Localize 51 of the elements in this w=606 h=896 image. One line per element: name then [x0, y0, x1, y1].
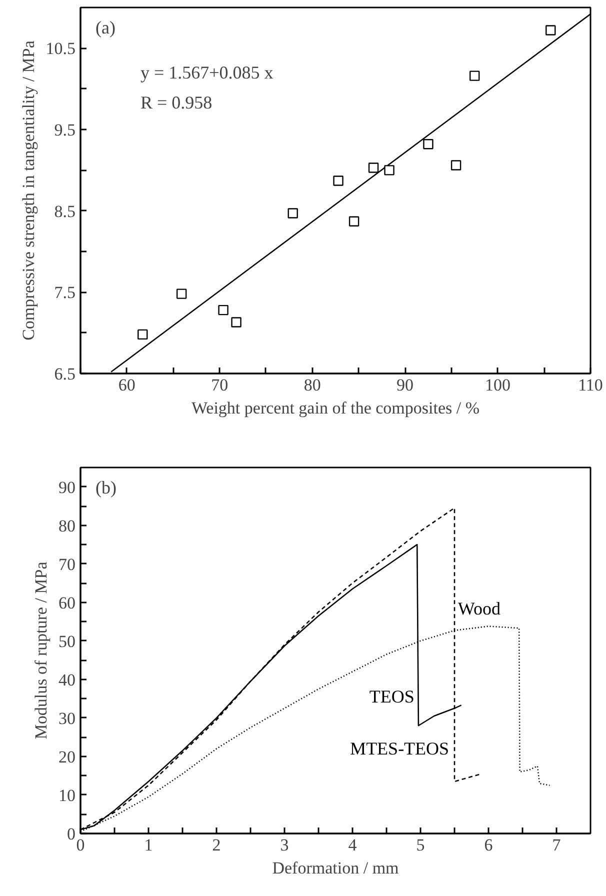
- point: [218, 304, 228, 316]
- point: [469, 70, 480, 81]
- y-tick-label: 40: [58, 670, 76, 690]
- y-tick-label: 80: [58, 516, 76, 536]
- point: [333, 176, 344, 186]
- x-axis-title: Weight percent gain of the composites / %: [191, 398, 480, 418]
- point: [231, 317, 242, 328]
- y-tick-label: 6.5: [54, 364, 76, 384]
- series-label: TEOS: [369, 686, 414, 706]
- y-tick-label: 60: [58, 593, 76, 612]
- x-tick-label: 6: [484, 836, 493, 854]
- x-tick-label: 70: [211, 376, 228, 394]
- y-axis-title: Modulus of rupture / MPa: [32, 561, 50, 740]
- x-tick-label: 4: [348, 836, 358, 854]
- point: [546, 25, 556, 36]
- y-tick-label: 50: [58, 632, 76, 651]
- annotation: (a): [96, 18, 116, 38]
- x-tick-label: 90: [396, 376, 414, 394]
- x-tick-label: 3: [280, 836, 289, 854]
- y-tick-label: 90: [58, 478, 76, 497]
- series-label: Wood: [458, 598, 500, 619]
- annotation: y = 1.567+0.085 x: [140, 62, 274, 82]
- y-tick-label: 7.5: [54, 283, 76, 302]
- y-tick-label: 30: [58, 708, 76, 728]
- x-tick-label: 100: [485, 376, 511, 394]
- y-tick-label: 20: [58, 747, 76, 766]
- point: [138, 329, 148, 340]
- y-tick-label: 9.5: [54, 120, 76, 140]
- point: [348, 216, 360, 227]
- point: [368, 162, 379, 173]
- point: [450, 160, 462, 170]
- annotation: R = 0.958: [140, 92, 212, 112]
- y-tick-label: 10: [58, 786, 76, 805]
- x-axis-title: Deformation / mm: [272, 858, 399, 878]
- y-axis-title: Compressive strength in tangentiality / MPa: [18, 40, 38, 340]
- x-tick-label: 5: [416, 836, 425, 854]
- y-tick-label: 10.5: [46, 39, 76, 58]
- y-tick-label: 8.5: [54, 202, 76, 221]
- series-label: MTES-TEOS: [350, 738, 450, 758]
- x-tick-label: 60: [118, 376, 136, 394]
- y-tick-label: 70: [58, 554, 76, 574]
- annotation: (b): [96, 478, 116, 498]
- point: [288, 208, 298, 218]
- x-tick-label: 110: [578, 376, 603, 394]
- point: [423, 139, 434, 150]
- point: [176, 288, 187, 299]
- x-tick-label: 7: [552, 836, 562, 854]
- x-tick-label: 2: [212, 836, 221, 854]
- x-tick-label: 80: [304, 376, 321, 394]
- point: [384, 165, 394, 176]
- x-tick-label: 1: [144, 836, 153, 854]
